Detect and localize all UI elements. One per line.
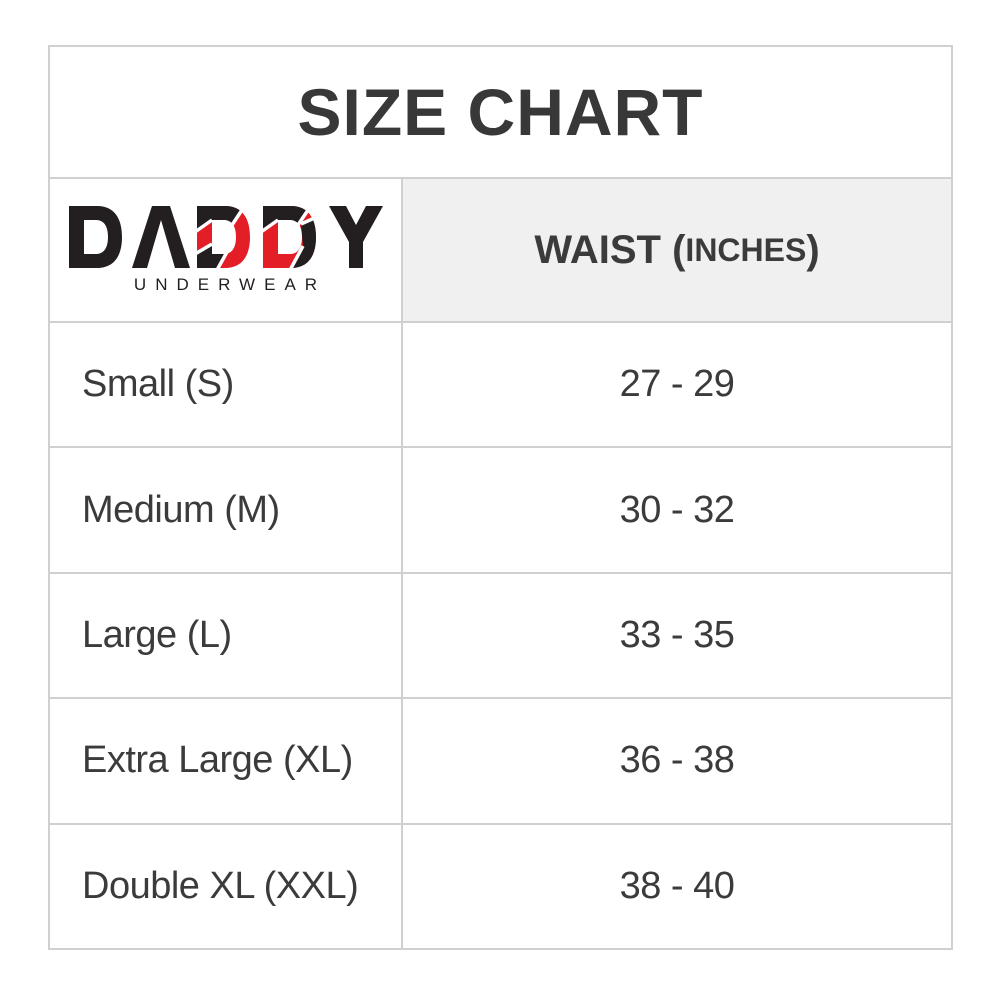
size-chart-table: SIZE CHART [48,45,953,950]
waist-cell-medium: 30 - 32 [403,448,951,572]
size-cell-small: Small (S) [50,323,401,447]
brand-logo-cell: UNDERWEAR [50,179,401,321]
size-cell-xl: Extra Large (XL) [50,699,401,823]
waist-column-header: WAIST (INCHES) [403,179,951,321]
daddy-logo-icon [68,205,383,268]
page-title: SIZE CHART [50,47,951,177]
brand-subtitle: UNDERWEAR [133,274,327,294]
size-cell-medium: Medium (M) [50,448,401,572]
size-cell-large: Large (L) [50,573,401,698]
waist-cell-xxl: 38 - 40 [403,824,951,948]
size-cell-xxl: Double XL (XXL) [50,824,401,948]
waist-cell-xl: 36 - 38 [403,699,951,823]
waist-header-prefix: WAIST ( [534,227,686,272]
waist-cell-small: 27 - 29 [403,323,951,447]
waist-cell-large: 33 - 35 [403,573,951,698]
waist-header-suffix: ) [806,227,820,272]
waist-header-unit: INCHES [685,231,807,268]
